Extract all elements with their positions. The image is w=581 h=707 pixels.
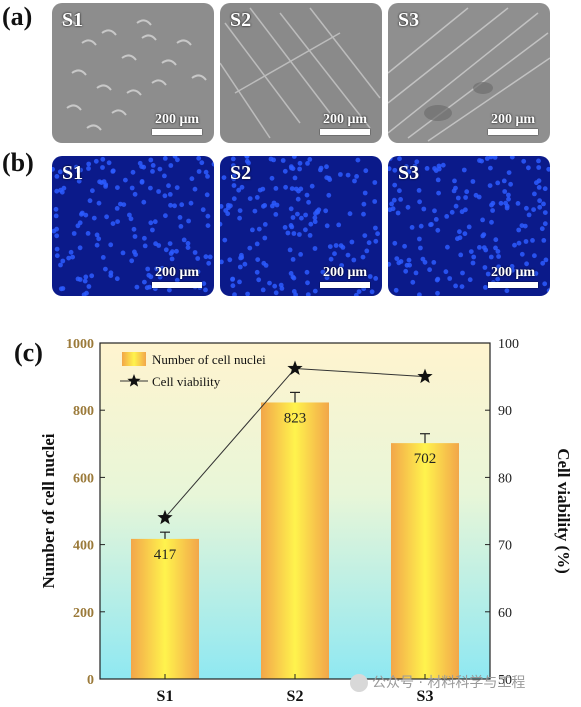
sem-texture: [220, 3, 382, 143]
legend-label: Number of cell nuclei: [152, 352, 266, 367]
right-tick-label: 70: [498, 539, 512, 554]
panel-b-label: (b): [2, 148, 34, 177]
viability-marker-S3: [417, 368, 433, 384]
error-bar-S3: [420, 433, 430, 444]
nuclei-texture: [220, 156, 382, 296]
left-tick-label: 0: [87, 673, 94, 688]
x-tick-label: S2: [287, 688, 304, 705]
panel-a-label: (a): [2, 2, 33, 31]
data-label: 702: [414, 451, 437, 467]
scale-bar: 200 μm: [488, 112, 538, 135]
sample-label: S3: [398, 162, 420, 184]
sample-label: S1: [62, 9, 84, 31]
sample-label: S2: [230, 162, 252, 184]
data-label: 417: [154, 547, 177, 563]
scale-bar: 200 μm: [488, 265, 538, 288]
legend: Number of cell nuclei Cell viability: [120, 352, 266, 389]
watermark: 公众号 · 材料科学与工程: [350, 672, 525, 692]
legend-bar-swatch: [122, 352, 146, 366]
bar-S1: [131, 538, 199, 679]
sem-image-s3: S3 200 μm: [388, 3, 550, 143]
viability-marker-S1: [157, 509, 173, 525]
right-tick-label: 60: [498, 606, 512, 621]
x-tick-label: S3: [417, 688, 434, 705]
nuclei-texture: [388, 156, 550, 296]
viability-marker-S2: [287, 360, 303, 376]
left-tick-label: 600: [73, 471, 94, 486]
left-tick-label: 1000: [66, 337, 94, 352]
sem-texture: [388, 3, 550, 143]
sample-label: S3: [398, 9, 420, 31]
error-bar-S2: [290, 391, 300, 403]
fluorescence-image-s2: S2 200 μm: [220, 156, 382, 296]
sample-label: S2: [230, 9, 252, 31]
bar-S3: [391, 443, 459, 679]
right-tick-label: 80: [498, 471, 512, 486]
left-tick-label: 400: [73, 539, 94, 554]
sample-label: S1: [62, 162, 84, 184]
fluorescence-image-s3: S3 200 μm: [388, 156, 550, 296]
sem-image-s1: S1 200 μm: [52, 3, 214, 143]
sem-texture: [52, 3, 214, 143]
left-tick-label: 800: [73, 404, 94, 419]
panel-c-label: (c): [14, 338, 43, 367]
right-tick-label: 50: [498, 673, 512, 688]
sem-image-s2: S2 200 μm: [220, 3, 382, 143]
data-label: 823: [284, 410, 307, 426]
scale-bar: 200 μm: [320, 112, 370, 135]
scale-bar: 200 μm: [152, 265, 202, 288]
wechat-icon: [350, 674, 368, 692]
legend-label: Cell viability: [152, 374, 221, 389]
right-axis-title: Cell viability (%): [554, 448, 573, 574]
left-axis-title: Number of cell nuclei: [39, 433, 58, 588]
cell-nuclei-viability-chart: 417 823 702 0 200 400 600 800 1000 50 60 70 80 90 100 S…: [39, 337, 573, 705]
x-tick-label: S1: [157, 688, 174, 705]
error-bar-S1: [160, 531, 170, 539]
legend-star-swatch: [127, 374, 141, 387]
scale-bar: 200 μm: [320, 265, 370, 288]
scale-bar: 200 μm: [152, 112, 202, 135]
fluorescence-image-s1: S1 200 μm: [52, 156, 214, 296]
nuclei-texture: [52, 156, 214, 296]
right-tick-label: 100: [498, 337, 519, 352]
left-tick-label: 200: [73, 606, 94, 621]
right-tick-label: 90: [498, 404, 512, 419]
bar-S2: [261, 402, 329, 679]
